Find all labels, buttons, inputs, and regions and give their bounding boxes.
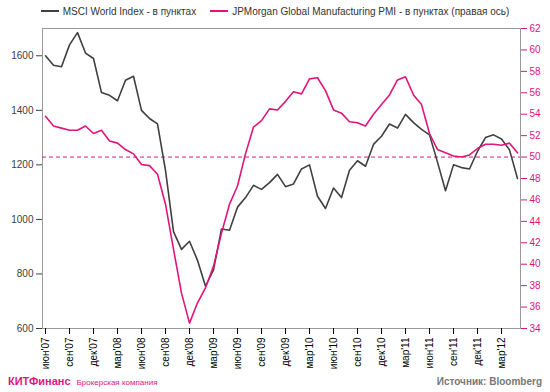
svg-text:мар'08: мар'08 (112, 337, 123, 368)
svg-text:46: 46 (530, 194, 542, 205)
html-text:КИТФинанс: КИТФинанс (8, 375, 71, 387)
svg-text:июн'11: июн'11 (424, 337, 435, 368)
svg-text:48: 48 (530, 173, 542, 184)
svg-text:мар'10: мар'10 (304, 337, 315, 368)
svg-text:50: 50 (530, 151, 542, 162)
svg-text:мар'12: мар'12 (496, 337, 507, 368)
svg-text:600: 600 (17, 323, 34, 334)
svg-text:1600: 1600 (11, 50, 34, 61)
svg-text:54: 54 (530, 108, 542, 119)
html-text:MSCI World Index - в пунктах: MSCI World Index - в пунктах (62, 5, 197, 17)
svg-text:дек'08: дек'08 (184, 337, 195, 366)
svg-text:мар'11: мар'11 (400, 337, 411, 368)
svg-text:42: 42 (530, 237, 542, 248)
svg-text:сен'09: сен'09 (256, 337, 267, 367)
svg-text:34: 34 (530, 323, 542, 334)
svg-text:мар'09: мар'09 (208, 337, 219, 368)
svg-text:сен'07: сен'07 (64, 337, 75, 367)
svg-text:сен'08: сен'08 (160, 337, 171, 367)
svg-text:июн'10: июн'10 (328, 337, 339, 369)
svg-text:60: 60 (530, 44, 542, 55)
svg-text:июн'08: июн'08 (136, 337, 147, 369)
svg-text:сен'11: сен'11 (448, 337, 459, 366)
svg-text:44: 44 (530, 216, 542, 227)
svg-text:июн'09: июн'09 (232, 337, 243, 369)
html-text:Брокерская компания: Брокерская компания (76, 378, 158, 387)
svg-text:дек'07: дек'07 (88, 337, 99, 366)
svg-text:сен'10: сен'10 (352, 337, 363, 367)
svg-text:дек'09: дек'09 (280, 337, 291, 366)
svg-text:июн'07: июн'07 (40, 337, 51, 369)
svg-text:1200: 1200 (11, 159, 34, 170)
svg-text:дек'10: дек'10 (376, 337, 387, 366)
html-text:Источник: Bloomberg: Источник: Bloomberg (436, 375, 542, 387)
svg-text:1000: 1000 (11, 214, 34, 225)
html-text:JPMorgan Global Manufacturing: JPMorgan Global Manufacturing PMI - в пу… (232, 5, 510, 17)
svg-text:40: 40 (530, 258, 542, 269)
svg-text:1400: 1400 (11, 105, 34, 116)
svg-text:800: 800 (17, 268, 34, 279)
svg-text:36: 36 (530, 301, 542, 312)
svg-text:дек'11: дек'11 (472, 337, 483, 366)
svg-text:58: 58 (530, 66, 542, 77)
svg-text:38: 38 (530, 280, 542, 291)
svg-text:52: 52 (530, 130, 542, 141)
svg-text:62: 62 (530, 23, 542, 34)
svg-text:56: 56 (530, 87, 542, 98)
